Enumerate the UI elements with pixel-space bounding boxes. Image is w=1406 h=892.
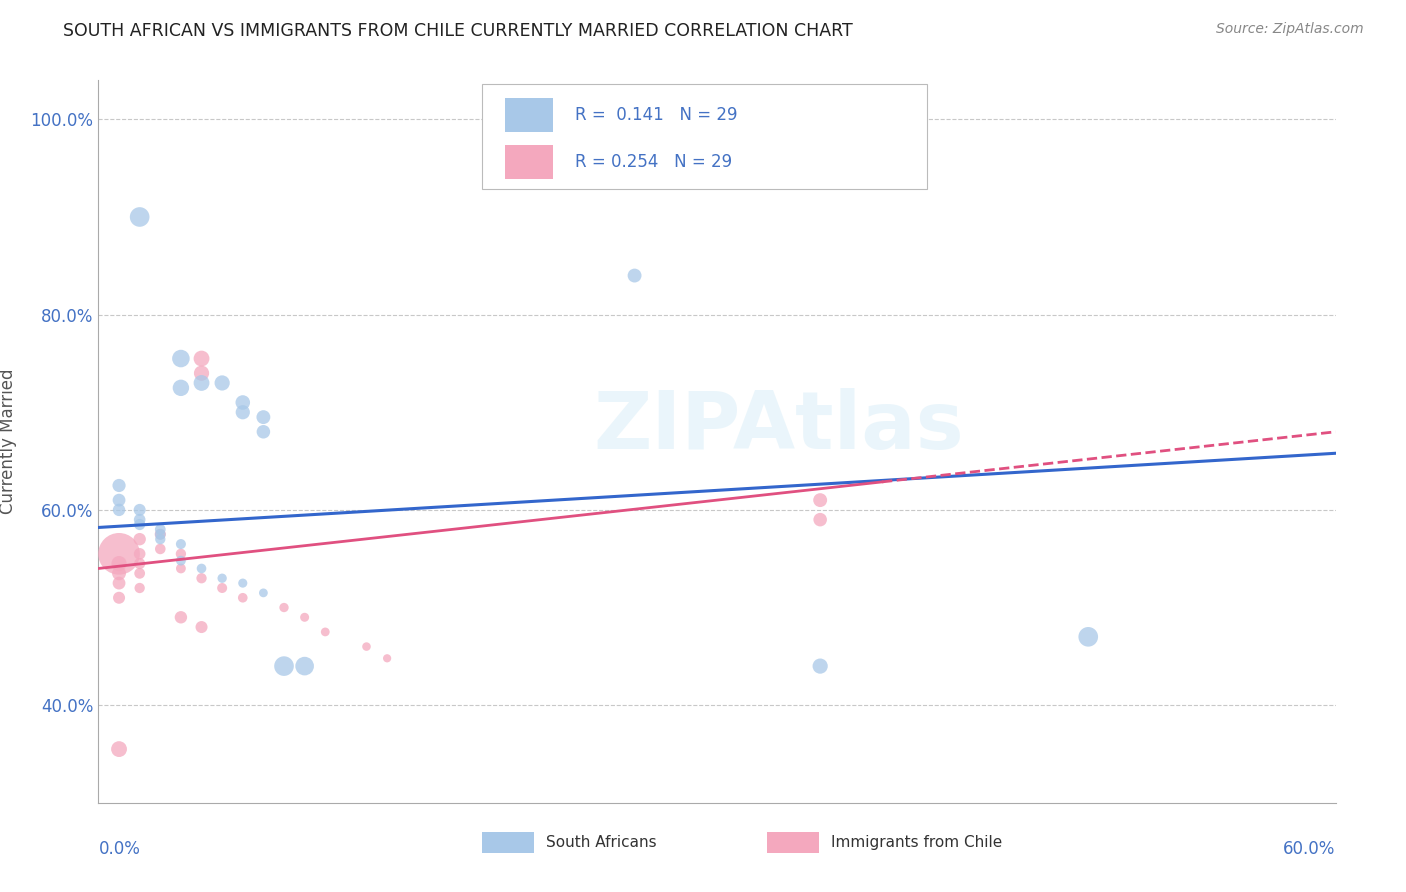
Point (128, 581, 150, 595)
Point (108, 566, 131, 581)
Point (128, 210, 150, 224)
Point (232, 591, 254, 605)
Y-axis label: Currently Married: Currently Married (0, 368, 17, 515)
Point (190, 366, 212, 380)
Point (190, 376, 212, 390)
Point (294, 659, 316, 673)
Point (294, 610, 316, 624)
Point (170, 610, 193, 624)
Point (375, 651, 398, 665)
Point (128, 513, 150, 527)
Point (808, 493, 831, 508)
Bar (506, 98, 553, 132)
Point (273, 659, 295, 673)
Point (190, 561, 212, 575)
Point (128, 557, 150, 571)
Point (273, 600, 295, 615)
Point (128, 547, 150, 561)
Point (211, 571, 233, 585)
Point (623, 268, 645, 283)
Point (170, 561, 193, 575)
Point (170, 351, 193, 366)
Point (128, 566, 150, 581)
Point (252, 410, 274, 425)
Point (190, 571, 212, 585)
Point (108, 576, 131, 591)
Point (252, 425, 274, 439)
Point (108, 503, 131, 517)
Point (190, 620, 212, 634)
Point (170, 537, 193, 551)
Point (108, 591, 131, 605)
Point (1077, 630, 1099, 644)
Point (232, 395, 254, 409)
Point (149, 541, 172, 556)
Point (128, 532, 150, 546)
Point (108, 547, 131, 561)
Point (211, 376, 233, 390)
Point (314, 624, 336, 639)
Point (170, 554, 193, 568)
Bar (506, 145, 553, 179)
Point (149, 523, 172, 537)
Point (128, 517, 150, 532)
Text: 60.0%: 60.0% (1284, 840, 1336, 858)
Point (149, 527, 172, 541)
Point (108, 557, 131, 571)
Point (232, 405, 254, 419)
Point (108, 478, 131, 492)
Point (108, 742, 131, 756)
Point (170, 547, 193, 561)
Text: Source: ZipAtlas.com: Source: ZipAtlas.com (1216, 22, 1364, 37)
Point (808, 513, 831, 527)
Text: 0.0%: 0.0% (98, 840, 141, 858)
Point (252, 586, 274, 600)
Point (232, 576, 254, 591)
Point (808, 659, 831, 673)
Point (108, 493, 131, 508)
Text: South Africans: South Africans (547, 835, 657, 850)
Text: R = 0.254   N = 29: R = 0.254 N = 29 (575, 153, 733, 171)
Point (149, 527, 172, 541)
Point (211, 581, 233, 595)
Point (170, 381, 193, 395)
FancyBboxPatch shape (482, 84, 928, 189)
Text: R =  0.141   N = 29: R = 0.141 N = 29 (575, 106, 737, 124)
Point (356, 640, 378, 654)
Bar (482, 832, 534, 853)
Point (128, 503, 150, 517)
Point (149, 532, 172, 546)
Text: ZIPAtlas: ZIPAtlas (593, 388, 965, 467)
Text: Immigrants from Chile: Immigrants from Chile (831, 835, 1002, 850)
Bar (766, 832, 818, 853)
Text: SOUTH AFRICAN VS IMMIGRANTS FROM CHILE CURRENTLY MARRIED CORRELATION CHART: SOUTH AFRICAN VS IMMIGRANTS FROM CHILE C… (63, 22, 853, 40)
Point (190, 351, 212, 366)
